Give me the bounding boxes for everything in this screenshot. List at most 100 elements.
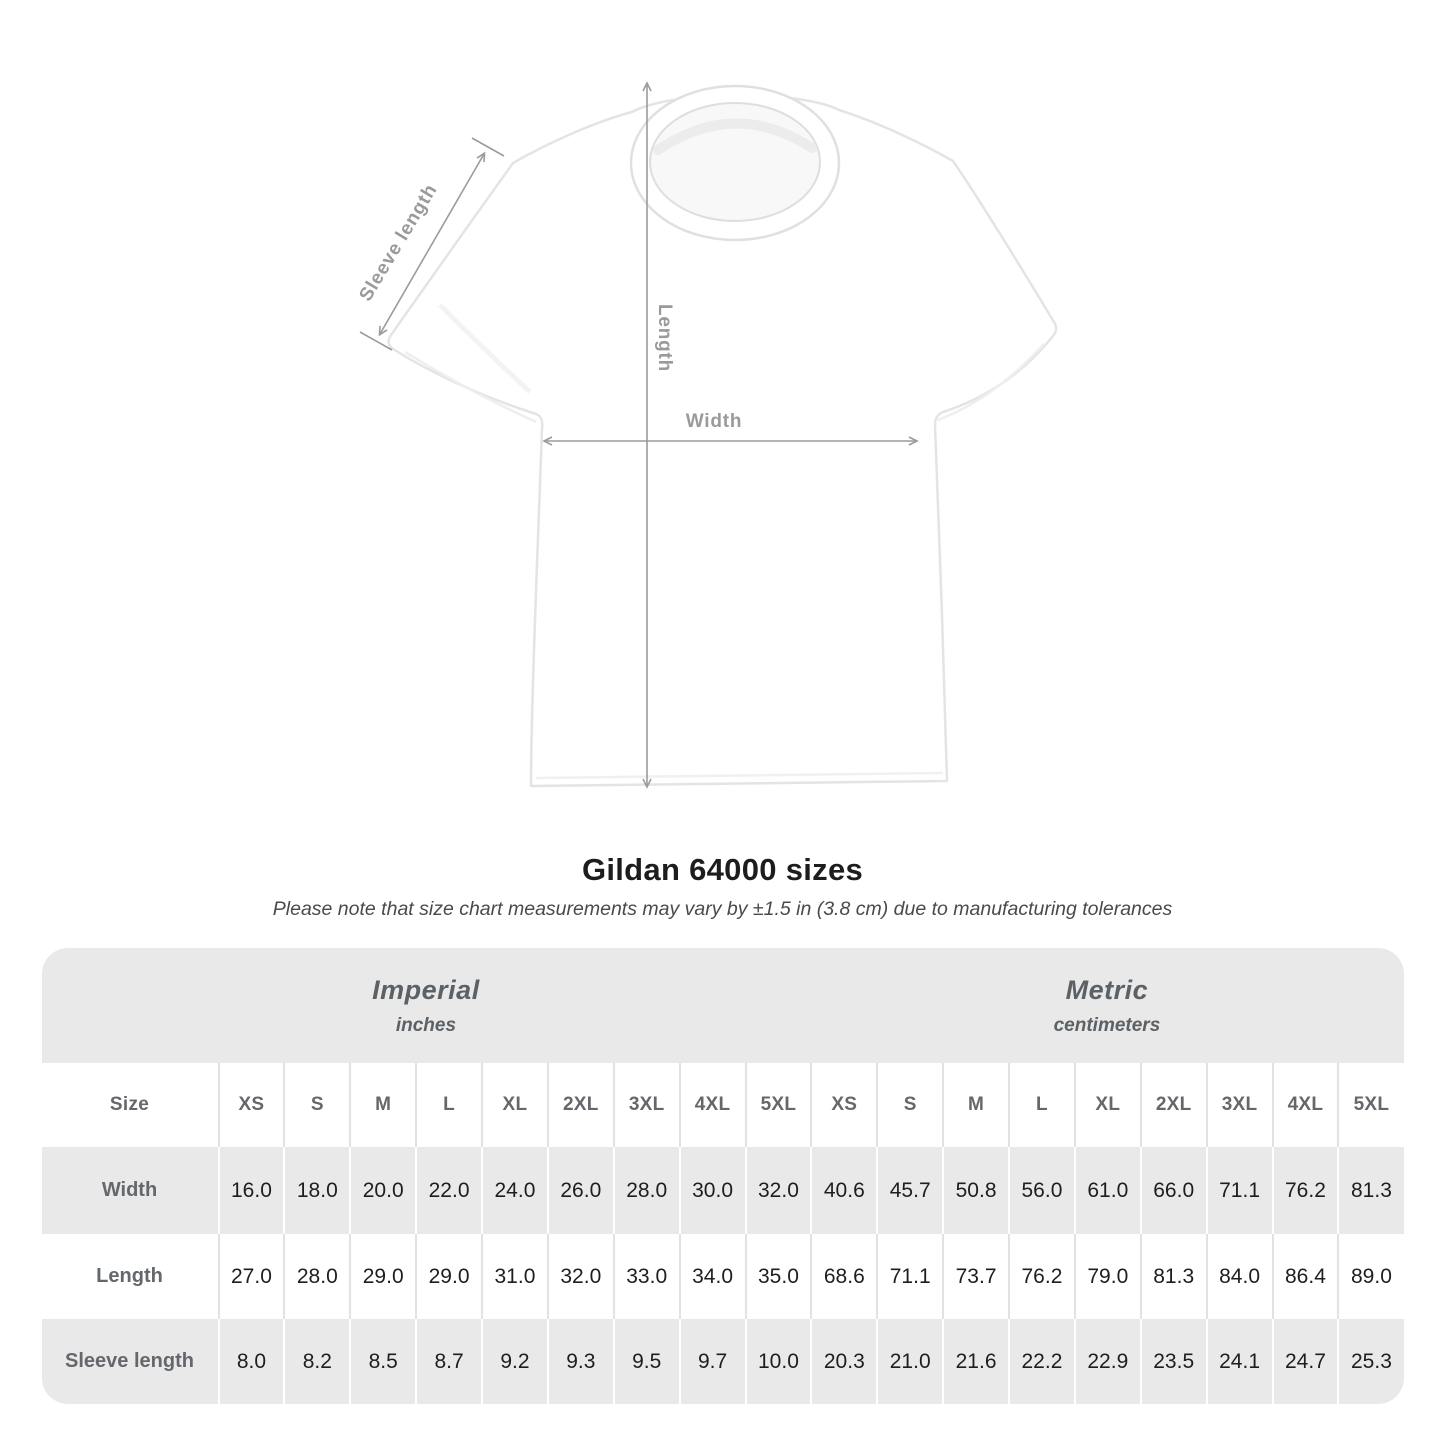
sleeve-tick-bottom xyxy=(359,331,393,351)
value-cell: 31.0 xyxy=(481,1234,547,1319)
size-col-metric-m: M xyxy=(942,1063,1008,1147)
unit-name: Imperial xyxy=(372,974,480,1005)
value-cell: 35.0 xyxy=(744,1234,811,1319)
width-label: Width xyxy=(685,411,743,432)
unit-group-imperial: Imperial inches xyxy=(41,948,811,1063)
value-cell: 24.7 xyxy=(1271,1319,1338,1404)
value-cell: 28.0 xyxy=(612,1147,679,1234)
value-cell: 24.0 xyxy=(481,1147,547,1234)
row-label: Sleeve length xyxy=(65,1350,194,1372)
value-cell: 22.0 xyxy=(415,1147,481,1234)
value-cell: 23.5 xyxy=(1139,1319,1206,1404)
value-cell: 21.6 xyxy=(942,1319,1008,1404)
value-cell: 27.0 xyxy=(217,1234,284,1319)
value-cell: 16.0 xyxy=(217,1147,284,1234)
size-col-imperial-4xl: 4XL xyxy=(678,1063,745,1147)
sleeve-length-arrow xyxy=(378,151,486,337)
value-cell: 81.3 xyxy=(1139,1234,1206,1319)
size-col-imperial-xs: XS xyxy=(217,1063,284,1147)
value-cell: 40.6 xyxy=(810,1147,876,1234)
size-col-imperial-s: S xyxy=(283,1063,349,1147)
size-header-label: Size xyxy=(109,1094,150,1115)
value-cell: 68.6 xyxy=(810,1234,876,1319)
value-cell: 79.0 xyxy=(1073,1234,1140,1319)
size-col-imperial-m: M xyxy=(349,1063,415,1147)
unit-header-row: Imperial inches Metric centimeters xyxy=(41,948,1404,1063)
measure-row-width: Width 16.0 18.0 20.0 22.0 24.0 26.0 28.0 30.0 32.… xyxy=(41,1147,1404,1234)
value-cell: 89.0 xyxy=(1337,1234,1403,1319)
shirt-diagram: Sleeve length Length Width xyxy=(355,81,1058,789)
value-cell: 73.7 xyxy=(942,1234,1008,1319)
value-cell: 9.3 xyxy=(546,1319,613,1404)
value-cell: 84.0 xyxy=(1205,1234,1272,1319)
value-cell: 9.2 xyxy=(481,1319,547,1404)
value-cell: 66.0 xyxy=(1139,1147,1206,1234)
size-col-metric-s: S xyxy=(876,1063,942,1147)
row-label: Length xyxy=(96,1265,163,1287)
size-col-metric-5xl: 5XL xyxy=(1337,1063,1403,1147)
measure-row-length: Length 27.0 28.0 29.0 29.0 31.0 32.0 33.0 34.0 35… xyxy=(41,1234,1404,1319)
value-cell: 33.0 xyxy=(612,1234,679,1319)
size-table-container: Imperial inches Metric centimeters Size XS S M L… xyxy=(41,948,1404,1404)
value-cell: 71.1 xyxy=(1205,1147,1272,1234)
size-table: Imperial inches Metric centimeters Size XS S M L… xyxy=(41,948,1404,1404)
value-cell: 81.3 xyxy=(1337,1147,1403,1234)
value-cell: 56.0 xyxy=(1008,1147,1074,1234)
value-cell: 22.2 xyxy=(1008,1319,1074,1404)
tshirt-illustration xyxy=(359,81,1058,789)
value-cell: 32.0 xyxy=(744,1147,811,1234)
page-title: Gildan 64000 sizes xyxy=(581,852,864,887)
value-cell: 9.5 xyxy=(612,1319,679,1404)
value-cell: 28.0 xyxy=(283,1234,349,1319)
value-cell: 26.0 xyxy=(546,1147,613,1234)
value-cell: 61.0 xyxy=(1073,1147,1140,1234)
size-col-imperial-3xl: 3XL xyxy=(612,1063,679,1147)
tolerance-note: Please note that size chart measurements… xyxy=(272,898,1173,920)
size-col-imperial-l: L xyxy=(415,1063,481,1147)
value-cell: 86.4 xyxy=(1271,1234,1338,1319)
value-cell: 10.0 xyxy=(744,1319,811,1404)
size-col-metric-xl: XL xyxy=(1073,1063,1140,1147)
value-cell: 76.2 xyxy=(1008,1234,1074,1319)
size-col-metric-2xl: 2XL xyxy=(1139,1063,1206,1147)
unit-name: Metric xyxy=(1065,974,1149,1005)
right-cuff-seam xyxy=(937,343,1045,422)
value-cell: 25.3 xyxy=(1337,1319,1403,1404)
size-col-metric-3xl: 3XL xyxy=(1205,1063,1272,1147)
value-cell: 8.5 xyxy=(349,1319,415,1404)
tshirt-shape xyxy=(387,84,1058,788)
hem-seam xyxy=(535,771,944,780)
value-cell: 30.0 xyxy=(678,1147,745,1234)
size-header-row: Size XS S M L XL 2XL 3XL 4XL 5XL XS S M L XL 2XL 3XL 4XL 5… xyxy=(41,1063,1404,1147)
sleeve-tick-top xyxy=(471,137,505,157)
value-cell: 45.7 xyxy=(876,1147,942,1234)
measurement-lines xyxy=(359,81,919,789)
value-cell: 29.0 xyxy=(415,1234,481,1319)
length-label: Length xyxy=(654,303,675,373)
value-cell: 22.9 xyxy=(1073,1319,1140,1404)
value-cell: 20.0 xyxy=(349,1147,415,1234)
value-cell: 18.0 xyxy=(283,1147,349,1234)
size-col-imperial-2xl: 2XL xyxy=(546,1063,613,1147)
size-col-imperial-xl: XL xyxy=(481,1063,547,1147)
unit-subtitle: centimeters xyxy=(1053,1014,1161,1036)
size-col-metric-4xl: 4XL xyxy=(1271,1063,1338,1147)
value-cell: 8.0 xyxy=(217,1319,284,1404)
value-cell: 20.3 xyxy=(810,1319,876,1404)
size-col-imperial-5xl: 5XL xyxy=(744,1063,811,1147)
left-cuff-seam xyxy=(404,350,537,424)
size-col-metric-xs: XS xyxy=(810,1063,876,1147)
value-cell: 8.2 xyxy=(283,1319,349,1404)
value-cell: 50.8 xyxy=(942,1147,1008,1234)
value-cell: 71.1 xyxy=(876,1234,942,1319)
value-cell: 76.2 xyxy=(1271,1147,1338,1234)
size-col-metric-l: L xyxy=(1008,1063,1074,1147)
unit-group-metric: Metric centimeters xyxy=(810,948,1404,1063)
value-cell: 8.7 xyxy=(415,1319,481,1404)
value-cell: 29.0 xyxy=(349,1234,415,1319)
row-label: Width xyxy=(101,1179,158,1201)
value-cell: 21.0 xyxy=(876,1319,942,1404)
collar-shadow xyxy=(653,118,817,155)
measure-row-sleeve-length: Sleeve length 8.0 8.2 8.5 8.7 9.2 9.3 9.5 9.7 10.… xyxy=(41,1319,1404,1404)
